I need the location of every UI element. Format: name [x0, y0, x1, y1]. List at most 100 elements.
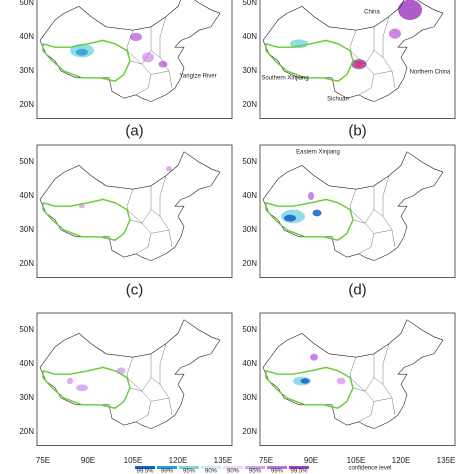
lat-label: 30N [242, 393, 257, 402]
legend-swatch [179, 466, 199, 469]
legend-level: 90% [205, 469, 218, 474]
province-border [373, 397, 393, 402]
signal-area [300, 378, 310, 384]
signal-area [308, 191, 314, 201]
province-border [150, 70, 170, 75]
panel-label: (a) [125, 123, 143, 140]
legend-swatch [245, 466, 265, 469]
annotation: Southern Xinjiang [261, 76, 308, 82]
panel-label: (c) [126, 282, 144, 299]
legend-swatch [135, 466, 155, 469]
province-border [349, 209, 366, 224]
map-panel: 50N 40N 30N 20N (a) Yangtze River [19, 0, 233, 140]
legend-level: 99.5% [136, 469, 154, 474]
province-border [349, 50, 366, 65]
signal-area [130, 32, 142, 42]
lat-label: 50N [242, 0, 257, 7]
annotation: Northern China [410, 70, 451, 76]
panel-frame [36, 144, 233, 279]
province-border [150, 377, 161, 385]
lat-label: 40N [242, 32, 257, 41]
map-panel: 50N 40N 30N 20N 75E 90E 105E 120E 135E [242, 312, 456, 465]
lat-label: 30N [242, 225, 257, 234]
province-border [373, 50, 384, 58]
lat-label: 40N [242, 191, 257, 200]
signal-area [142, 52, 154, 63]
annotation: Yangtze River [179, 74, 216, 80]
lat-label: 50N [242, 325, 257, 334]
panel-label: (d) [348, 282, 366, 299]
lon-label: 120E [392, 456, 411, 465]
lat-label: 50N [19, 157, 34, 166]
legend-swatch [223, 466, 243, 469]
legend-level: 90% [227, 469, 240, 474]
signal-area [76, 384, 88, 392]
legend-swatch [289, 466, 309, 469]
province-border [135, 223, 152, 254]
province-border [135, 64, 152, 95]
lat-label: 50N [19, 0, 34, 7]
plateau-contour [265, 39, 354, 82]
province-border [373, 70, 393, 75]
lat-label: 40N [19, 32, 34, 41]
legend-swatch [201, 466, 221, 469]
legend-swatch [267, 466, 287, 469]
signal-area [389, 28, 401, 39]
lon-label: 75E [259, 456, 273, 465]
province-border [129, 185, 152, 224]
lon-label: 135E [214, 456, 233, 465]
province-border [373, 209, 384, 217]
signal-area [312, 209, 322, 217]
lat-label: 20N [242, 100, 257, 109]
signal-area [76, 48, 88, 56]
lon-label: 120E [169, 456, 188, 465]
signal-area [79, 204, 85, 209]
lat-label: 40N [242, 359, 257, 368]
lat-label: 40N [19, 359, 34, 368]
province-border [126, 50, 143, 65]
map-panel: 50N 40N 30N 20N (c) [19, 144, 233, 299]
legend-level: 99.5% [290, 469, 308, 474]
plateau-contour [265, 198, 354, 241]
lat-label: 20N [19, 427, 34, 436]
province-border [352, 26, 375, 65]
panel-frame [259, 312, 456, 447]
annotation: Sichuan [327, 97, 349, 103]
lat-label: 30N [19, 225, 34, 234]
lat-label: 30N [19, 393, 34, 402]
province-border [358, 64, 375, 95]
lat-label: 30N [19, 66, 34, 75]
legend-level: 99% [271, 469, 284, 474]
annotation: Eastern Xinjiang [296, 150, 340, 156]
signal-area [67, 377, 73, 385]
province-border [358, 223, 375, 254]
legend-swatch [157, 466, 177, 469]
map-panel: 50N 40N 30N 20N 75E 90E 105E 120E 135E [19, 312, 233, 465]
legend-title: confidence level [348, 466, 391, 472]
lon-label: 90E [81, 456, 95, 465]
panel-label: (b) [348, 123, 366, 140]
province-border [352, 185, 375, 224]
plateau-contour [265, 366, 354, 409]
legend-level: 99% [161, 469, 174, 474]
lon-label: 105E [347, 456, 366, 465]
province-border [126, 209, 143, 224]
lat-label: 30N [242, 66, 257, 75]
panel-frame [36, 312, 233, 447]
signal-area [398, 0, 422, 20]
province-border [358, 391, 375, 422]
signal-area [284, 214, 296, 222]
province-border [349, 377, 366, 392]
legend-level: 95% [249, 469, 262, 474]
lat-label: 50N [242, 157, 257, 166]
signal-area [336, 377, 346, 385]
province-border [150, 209, 161, 217]
lon-label: 75E [36, 456, 50, 465]
lat-label: 20N [19, 259, 34, 268]
province-border [373, 377, 384, 385]
signal-area [166, 166, 172, 172]
lat-label: 20N [242, 427, 257, 436]
plateau-contour [42, 198, 131, 241]
lat-label: 40N [19, 191, 34, 200]
